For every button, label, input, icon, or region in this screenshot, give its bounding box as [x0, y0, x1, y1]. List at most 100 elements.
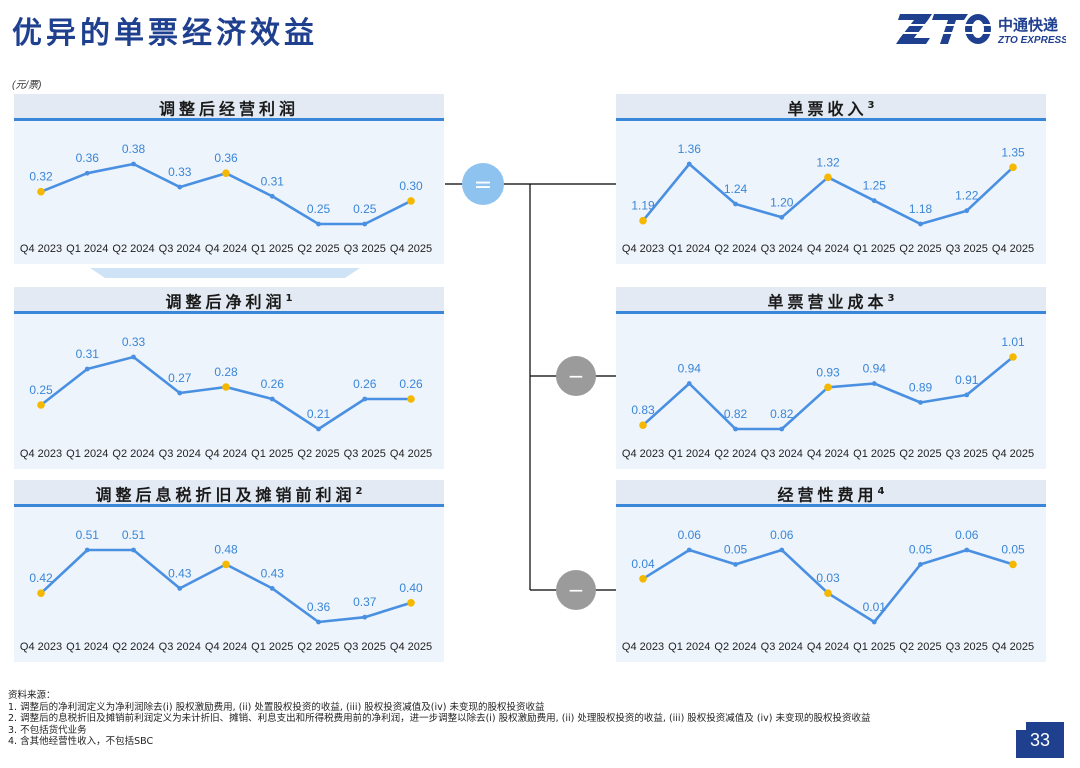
data-point [407, 599, 415, 607]
panel-title: 单票营业成本3 [616, 287, 1046, 314]
panel-rev-per-parcel: 单票收入3 1.19 Q4 2023 1.36 Q1 2024 1.24 Q2 2024 1… [616, 94, 1046, 264]
data-point [779, 547, 785, 553]
x-tick-label: Q4 2023 [20, 243, 62, 255]
data-point [37, 187, 45, 196]
data-point [362, 396, 368, 402]
data-label: 0.21 [307, 407, 331, 421]
data-label: 1.36 [678, 142, 702, 156]
panel-adj-op-profit: 调整后经营利润 0.32 Q4 2023 0.36 Q1 2024 0.38 Q2 202… [14, 94, 444, 264]
data-label: 0.36 [307, 600, 331, 614]
data-point [918, 221, 923, 227]
data-label: 0.51 [76, 528, 100, 542]
data-point [871, 381, 877, 386]
data-point [779, 214, 785, 220]
x-tick-label: Q4 2023 [622, 448, 664, 460]
data-label: 0.25 [29, 383, 53, 397]
data-point [1009, 163, 1017, 172]
unit-label: (元/票) [12, 80, 42, 91]
x-tick-label: Q4 2024 [807, 641, 849, 653]
data-label: 0.40 [399, 581, 423, 595]
x-tick-label: Q4 2025 [992, 641, 1034, 653]
data-point [918, 400, 923, 405]
data-point [1009, 353, 1017, 361]
panel-title: 调整后净利润1 [14, 287, 444, 314]
x-tick-label: Q1 2025 [251, 641, 293, 653]
x-tick-label: Q2 2025 [297, 641, 339, 653]
data-label: 0.27 [168, 371, 192, 385]
data-point [84, 547, 90, 553]
x-tick-label: Q3 2025 [946, 243, 988, 255]
data-label: 0.89 [909, 380, 933, 394]
data-point [686, 161, 692, 167]
data-label: 0.36 [214, 151, 238, 165]
data-point [269, 193, 275, 199]
panel-cost-per-parcel: 单票营业成本3 0.83 Q4 2023 0.94 Q1 2024 0.82 Q2 202… [616, 287, 1046, 469]
data-label: 0.33 [122, 335, 146, 349]
data-point [177, 390, 183, 396]
minus-sign-2: − [568, 578, 585, 602]
x-tick-label: Q4 2024 [205, 243, 247, 255]
x-tick-label: Q1 2025 [251, 448, 293, 460]
data-point [362, 614, 368, 620]
data-label: 0.31 [76, 347, 100, 361]
data-point [824, 173, 832, 182]
data-label: 0.51 [122, 528, 146, 542]
x-tick-label: Q4 2023 [622, 641, 664, 653]
x-tick-label: Q2 2025 [297, 243, 339, 255]
data-label: 0.28 [214, 365, 238, 379]
data-label: 0.05 [909, 542, 933, 556]
minus-operator-2 [556, 570, 596, 610]
data-point [639, 575, 647, 583]
data-point [639, 421, 647, 430]
x-tick-label: Q4 2023 [20, 448, 62, 460]
x-tick-label: Q2 2024 [112, 243, 154, 255]
data-label: 0.82 [770, 407, 794, 421]
data-label: 1.20 [770, 195, 794, 209]
footnote-2: 2. 调整后的息税折旧及摊销前利润定义为未计折旧、摊销、利息支出和所得税费用前的… [8, 713, 871, 724]
panel-opex-per-parcel: 经营性费用4 0.04 Q4 2023 0.06 Q1 2024 0.05 Q2 2024… [616, 480, 1046, 662]
panel-adj-net-profit: 调整后净利润1 0.25 Q4 2023 0.31 Q1 2024 0.33 Q2 202… [14, 287, 444, 469]
x-tick-label: Q1 2024 [668, 448, 710, 460]
x-tick-label: Q3 2025 [946, 641, 988, 653]
data-label: 0.25 [353, 202, 377, 216]
x-tick-label: Q3 2024 [761, 448, 803, 460]
data-label: 0.94 [863, 362, 887, 376]
footnotes: 资料来源： 1. 调整后的净利润定义为净利润除去(i) 股权激励费用, (ii)… [8, 690, 871, 748]
data-point [686, 547, 692, 553]
data-label: 0.04 [631, 557, 655, 571]
x-tick-label: Q2 2025 [899, 641, 941, 653]
panel-title: 调整后息税折旧及摊销前利润2 [14, 480, 444, 507]
data-label: 1.35 [1001, 145, 1025, 159]
x-tick-label: Q3 2025 [344, 641, 386, 653]
x-tick-label: Q2 2024 [112, 641, 154, 653]
data-point [222, 383, 230, 391]
data-point [964, 547, 970, 553]
data-label: 1.32 [816, 155, 840, 169]
minus-operator-1 [556, 356, 596, 396]
data-point [37, 401, 45, 409]
data-point [779, 426, 785, 432]
data-label: 0.26 [399, 377, 423, 391]
data-point [316, 619, 321, 625]
data-point [407, 395, 415, 403]
x-tick-label: Q1 2024 [668, 243, 710, 255]
x-tick-label: Q4 2025 [390, 448, 432, 460]
x-tick-label: Q2 2025 [899, 243, 941, 255]
footnote-3: 3. 不包括货代业务 [8, 724, 87, 736]
page-number-tab [1016, 722, 1026, 730]
x-tick-label: Q3 2025 [946, 448, 988, 460]
x-tick-label: Q4 2023 [20, 641, 62, 653]
footnote-4: 4. 含其他经营性收入，不包括SBC [8, 736, 154, 747]
series-line [642, 548, 1014, 624]
data-point [177, 586, 183, 591]
data-label: 0.43 [261, 566, 285, 580]
x-tick-label: Q4 2025 [992, 243, 1034, 255]
panel-title: 调整后经营利润 [14, 94, 444, 121]
data-point [316, 426, 321, 432]
x-tick-label: Q1 2025 [853, 641, 895, 653]
equal-operator [462, 163, 504, 205]
x-tick-label: Q2 2025 [899, 448, 941, 460]
data-label: 0.26 [261, 377, 285, 391]
x-tick-label: Q3 2024 [159, 641, 201, 653]
x-tick-label: Q4 2024 [807, 448, 849, 460]
